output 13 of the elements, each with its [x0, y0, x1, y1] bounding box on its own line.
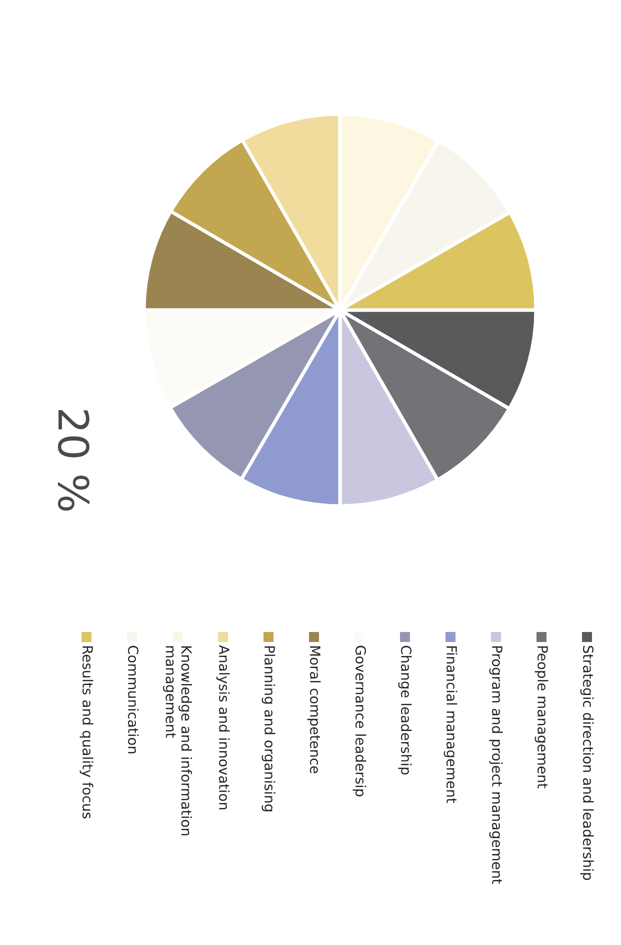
- legend-label: Communication: [128, 646, 139, 754]
- legend-label: Planning and organising: [262, 646, 276, 812]
- legend-label: People management: [534, 646, 548, 788]
- legend-label: Moral competence: [307, 646, 321, 774]
- text: 20 %: [58, 410, 90, 511]
- legend-label: Financial management: [444, 646, 458, 803]
- legend-label: Governance leadersip: [352, 646, 366, 796]
- legend-label: Strategic direction and leadership: [580, 646, 594, 880]
- legend-label: Change leadership: [398, 646, 412, 775]
- legend-label: Results and quality focus: [80, 646, 94, 818]
- legend-label: Program and project management: [489, 646, 503, 884]
- legend-label: Analysis and innovation: [216, 645, 230, 810]
- legend-label: Knowledge and information management: [163, 646, 192, 836]
